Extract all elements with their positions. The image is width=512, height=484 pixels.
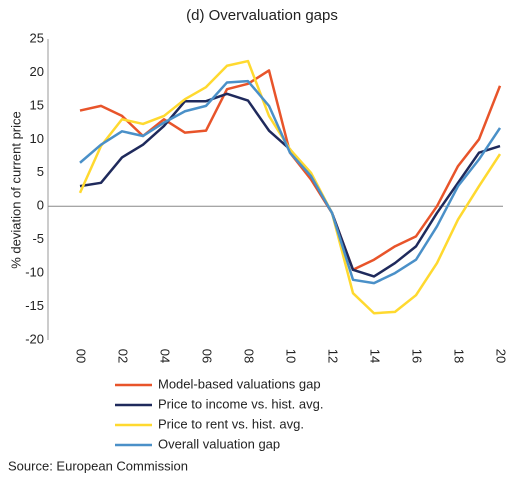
legend-label: Overall valuation gap <box>158 436 280 451</box>
x-tick-label: 18 <box>452 349 467 363</box>
y-tick-label: 0 <box>37 198 44 213</box>
x-tick-label: 16 <box>410 349 425 363</box>
x-tick-label: 20 <box>494 349 509 363</box>
x-tick-label: 02 <box>116 349 131 363</box>
x-tick-label: 04 <box>158 349 173 363</box>
y-tick-label: -15 <box>25 298 44 313</box>
series-line <box>79 79 502 285</box>
legend-label: Price to income vs. hist. avg. <box>158 396 323 411</box>
x-tick-label: 12 <box>326 349 341 363</box>
y-tick-label: 15 <box>30 97 44 112</box>
y-tick-label: -20 <box>25 331 44 346</box>
series-line <box>79 92 501 278</box>
chart-title: (d) Overvaluation gaps <box>186 7 338 24</box>
series-line <box>78 59 502 315</box>
y-tick-label: 5 <box>37 164 44 179</box>
y-tick-label: -10 <box>25 265 44 280</box>
x-tick-label: 10 <box>284 349 299 363</box>
y-tick-label: 10 <box>30 131 44 146</box>
legend-label: Price to rent vs. hist. avg. <box>158 416 304 431</box>
y-tick-label: 20 <box>30 64 44 79</box>
series-line <box>79 69 502 272</box>
legend-label: Model-based valuations gap <box>158 376 321 391</box>
x-tick-label: 06 <box>200 349 215 363</box>
x-tick-label: 00 <box>74 349 89 363</box>
y-axis-label: % deviation of current price <box>8 111 23 269</box>
source: Source: European Commission <box>8 458 188 473</box>
y-tick-label: 25 <box>30 30 44 45</box>
y-tick-label: -5 <box>32 231 44 246</box>
x-tick-label: 08 <box>242 349 257 363</box>
x-tick-label: 14 <box>368 349 383 363</box>
